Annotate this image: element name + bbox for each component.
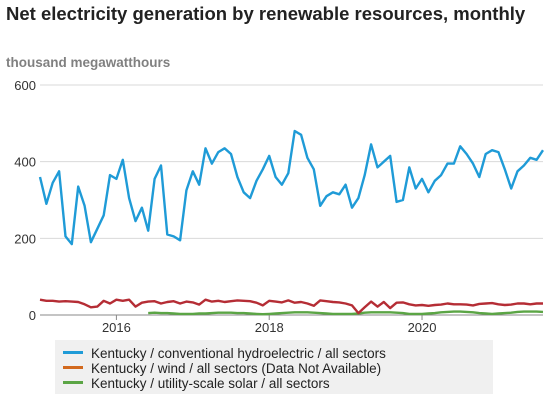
legend-item-wind[interactable]: Kentucky / wind / all sectors (Data Not … — [63, 361, 381, 377]
legend-swatch-wind — [63, 365, 83, 369]
chart-title: Net electricity generation by renewable … — [6, 3, 526, 24]
units-label: thousand megawatthours — [6, 55, 171, 70]
y-tick-label-600: 600 — [14, 78, 36, 93]
series-line-0 — [38, 129, 544, 246]
legend-label-wind: Kentucky / wind / all sectors (Data Not … — [91, 361, 382, 376]
legend-swatch-solar — [63, 380, 83, 384]
x-tick-label-2020: 2020 — [408, 320, 437, 335]
x-tick-label-2018: 2018 — [255, 320, 284, 335]
series-line-1 — [39, 298, 543, 315]
series-line-2 — [148, 310, 544, 316]
legend-swatch-hydro — [63, 350, 83, 354]
legend-item-hydro[interactable]: Kentucky / conventional hydroelectric / … — [63, 346, 386, 362]
legend-label-hydro: Kentucky / conventional hydroelectric / … — [91, 346, 386, 361]
y-tick-label-400: 400 — [14, 155, 36, 170]
legend-label-solar: Kentucky / utility-scale solar / all sec… — [91, 376, 330, 391]
line-chart: 0 200 400 600 2016 2018 2020 — [14, 78, 544, 335]
legend: Kentucky / conventional hydroelectric / … — [55, 340, 493, 394]
legend-item-solar[interactable]: Kentucky / utility-scale solar / all sec… — [63, 376, 330, 392]
y-tick-label-0: 0 — [29, 308, 36, 323]
x-tick-label-2016: 2016 — [102, 320, 131, 335]
y-tick-label-200: 200 — [14, 231, 36, 246]
